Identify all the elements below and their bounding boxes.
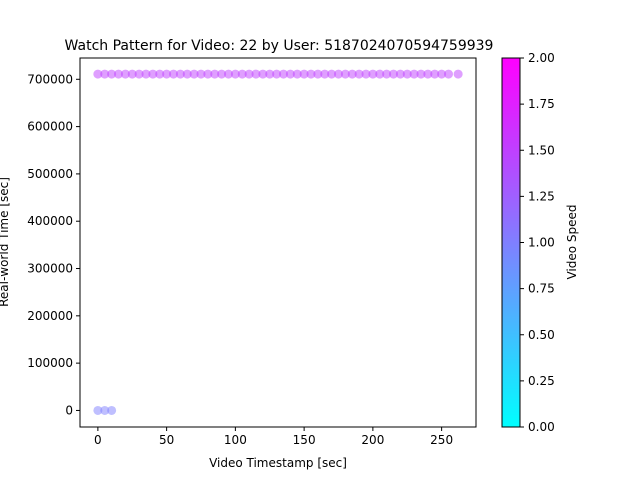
- colorbar-ticks: 0.00 0.25 0.50 0.75 1.00 1.25 1.50 1.75 2.00: [520, 51, 555, 434]
- y-tick-label: 300000: [27, 262, 73, 276]
- y-tick-label: 100000: [27, 356, 73, 370]
- x-tick-label: 150: [293, 433, 316, 447]
- y-tick-label: 400000: [27, 214, 73, 228]
- colorbar-tick-label: 1.50: [528, 143, 555, 157]
- x-axis-label: Video Timestamp [sec]: [209, 456, 347, 470]
- y-tick-label: 700000: [27, 72, 73, 86]
- colorbar-tick-label: 2.00: [528, 51, 555, 65]
- y-axis-ticks: 0 100000 200000 300000 400000 500000 600000 700…: [27, 72, 80, 417]
- x-axis-ticks: 0 50 100 150 200 250: [94, 427, 453, 447]
- colorbar-label: Video Speed: [565, 204, 579, 279]
- x-tick-label: 50: [159, 433, 174, 447]
- x-tick-label: 250: [430, 433, 453, 447]
- chart-title: Watch Pattern for Video: 22 by User: 518…: [65, 38, 494, 54]
- x-tick-label: 0: [94, 433, 102, 447]
- y-tick-label: 0: [65, 403, 73, 417]
- colorbar-tick-label: 0.00: [528, 420, 555, 434]
- colorbar-tick-label: 0.50: [528, 328, 555, 342]
- plot-area-frame: [80, 58, 476, 427]
- y-axis-label: Real-world Time [sec]: [0, 177, 11, 307]
- x-tick-label: 200: [361, 433, 384, 447]
- colorbar-tick-label: 1.25: [528, 189, 555, 203]
- y-tick-label: 500000: [27, 167, 73, 181]
- x-tick-label: 100: [224, 433, 247, 447]
- colorbar-tick-label: 0.25: [528, 374, 555, 388]
- colorbar: [502, 58, 520, 427]
- data-point: [454, 70, 463, 79]
- data-point: [444, 70, 453, 79]
- colorbar-tick-label: 0.75: [528, 282, 555, 296]
- data-points: [93, 70, 462, 415]
- data-point: [107, 406, 116, 415]
- colorbar-tick-label: 1.75: [528, 97, 555, 111]
- y-tick-label: 200000: [27, 309, 73, 323]
- colorbar-tick-label: 1.00: [528, 236, 555, 250]
- y-tick-label: 600000: [27, 120, 73, 134]
